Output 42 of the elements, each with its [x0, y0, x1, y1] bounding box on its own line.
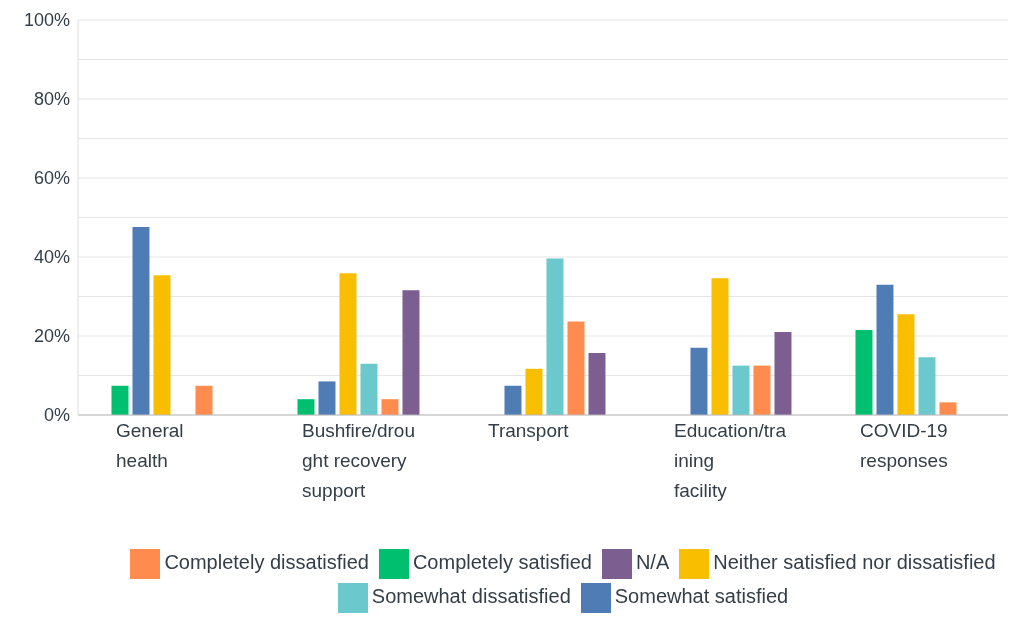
legend-label: N/A	[635, 551, 670, 573]
bar	[897, 314, 915, 415]
bar	[690, 347, 708, 415]
x-tick-label: General health	[116, 420, 184, 471]
x-tick-label: Transport	[488, 420, 570, 441]
bar	[855, 330, 873, 415]
y-tick-label: 0%	[43, 405, 70, 426]
bar	[402, 290, 420, 415]
y-tick-label: 100%	[23, 10, 70, 31]
bar	[588, 352, 606, 415]
x-tick-label: Bushfire/drought recovery support	[302, 420, 416, 501]
bar	[360, 363, 378, 415]
bar	[732, 365, 750, 415]
bar	[546, 258, 564, 415]
bar	[876, 284, 894, 415]
bar	[753, 365, 771, 415]
bar	[297, 399, 315, 415]
bar	[918, 357, 936, 415]
bar	[339, 273, 357, 415]
bar	[153, 275, 171, 415]
y-tick-label: 60%	[33, 168, 70, 189]
bar	[195, 385, 213, 415]
x-tick-label: Education/training facility	[674, 420, 787, 501]
bar	[504, 385, 522, 415]
bar	[774, 332, 792, 415]
y-tick-label: 80%	[33, 89, 70, 110]
legend-label: Neither satisfied nor dissatisfied	[713, 551, 996, 573]
bar	[525, 368, 543, 415]
bar	[567, 321, 585, 415]
y-tick-label: 20%	[33, 326, 70, 347]
bar	[939, 402, 957, 415]
bar	[381, 399, 399, 415]
legend-label: Somewhat dissatisfied	[371, 585, 571, 607]
bar	[132, 226, 150, 415]
bar	[711, 278, 729, 415]
legend-label: Completely satisfied	[412, 551, 592, 573]
legend-label: Somewhat satisfied	[614, 585, 789, 607]
bar	[318, 381, 336, 415]
legend-label: Completely dissatisfied	[164, 551, 369, 573]
x-tick-label: COVID-19 responses	[860, 420, 948, 471]
y-tick-label: 40%	[33, 247, 70, 268]
bar	[111, 385, 129, 415]
